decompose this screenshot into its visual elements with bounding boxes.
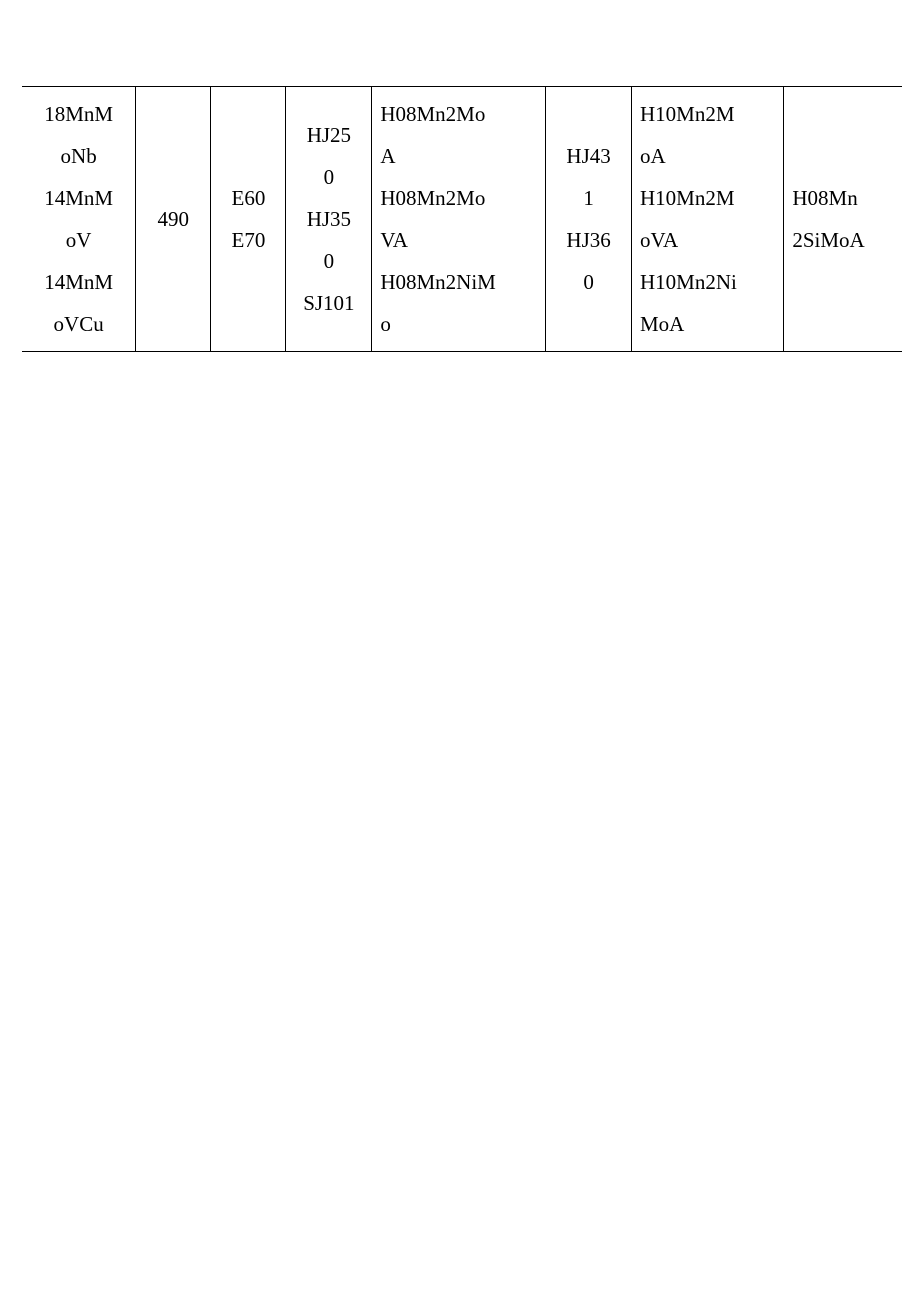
cell-text: HJ43 (550, 135, 627, 177)
cell-text: 18MnM (26, 93, 131, 135)
cell-text: HJ25 (290, 114, 367, 156)
cell-text: oV (26, 219, 131, 261)
cell-col5: H08Mn2Mo A H08Mn2Mo VA H08Mn2NiM o (372, 87, 546, 352)
cell-text: 2SiMoA (792, 219, 898, 261)
cell-text: H10Mn2Ni (640, 261, 779, 303)
cell-text: o (380, 303, 541, 345)
cell-text: HJ35 (290, 198, 367, 240)
cell-col2: 490 (136, 87, 211, 352)
materials-table: 18MnM oNb 14MnM oV 14MnM oVCu 490 E60 E7… (22, 86, 902, 352)
cell-text: A (380, 135, 541, 177)
cell-text: H08Mn2Mo (380, 177, 541, 219)
cell-text: H10Mn2M (640, 177, 779, 219)
cell-text: 14MnM (26, 261, 131, 303)
cell-col8: H08Mn 2SiMoA (784, 87, 902, 352)
cell-text: 0 (290, 156, 367, 198)
cell-text: 14MnM (26, 177, 131, 219)
cell-text: 0 (550, 261, 627, 303)
cell-text: SJ101 (290, 282, 367, 324)
cell-text: E70 (215, 219, 281, 261)
cell-text: 0 (290, 240, 367, 282)
cell-col4: HJ25 0 HJ35 0 SJ101 (286, 87, 372, 352)
cell-col7: H10Mn2M oA H10Mn2M oVA H10Mn2Ni MoA (632, 87, 784, 352)
cell-text: 1 (550, 177, 627, 219)
cell-text: VA (380, 219, 541, 261)
cell-text: H08Mn2Mo (380, 93, 541, 135)
cell-text: MoA (640, 303, 779, 345)
cell-text: HJ36 (550, 219, 627, 261)
cell-col6: HJ43 1 HJ36 0 (546, 87, 632, 352)
cell-text: oNb (26, 135, 131, 177)
cell-text: oVCu (26, 303, 131, 345)
document-page: 18MnM oNb 14MnM oV 14MnM oVCu 490 E60 E7… (0, 0, 920, 352)
cell-text: oVA (640, 219, 779, 261)
table-row: 18MnM oNb 14MnM oV 14MnM oVCu 490 E60 E7… (22, 87, 902, 352)
cell-col3: E60 E70 (211, 87, 286, 352)
cell-text: H08Mn (792, 177, 898, 219)
cell-text: 490 (140, 198, 206, 240)
cell-text: oA (640, 135, 779, 177)
cell-text: H10Mn2M (640, 93, 779, 135)
cell-text: E60 (215, 177, 281, 219)
cell-col1: 18MnM oNb 14MnM oV 14MnM oVCu (22, 87, 136, 352)
cell-text: H08Mn2NiM (380, 261, 541, 303)
